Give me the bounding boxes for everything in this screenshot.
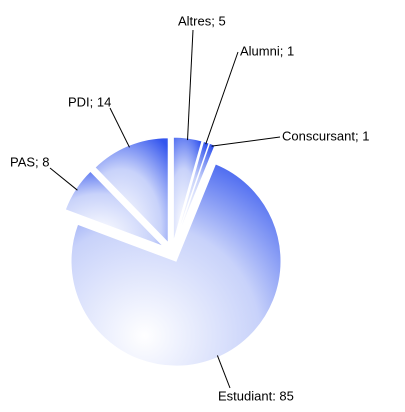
data-label: Estudiant: 85 [218,388,294,403]
leader-line [109,107,130,148]
leader-line [216,355,231,389]
data-label: PAS; 8 [10,154,50,169]
data-label: Alumni; 1 [240,43,294,58]
data-label: Conscursant; 1 [282,128,369,143]
leader-line [205,51,239,145]
data-label: Altres; 5 [178,13,226,28]
leader-line [211,136,281,147]
data-label: PDI; 14 [68,94,111,109]
leader-line [49,167,78,191]
leader-line [187,29,194,141]
